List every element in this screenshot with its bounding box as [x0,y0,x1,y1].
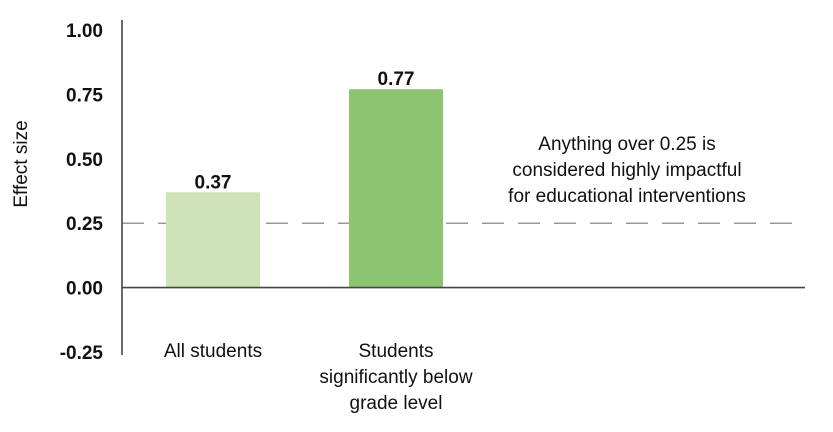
y-tick-label: -0.25 [60,343,104,364]
y-tick-label: 0.75 [66,85,103,106]
y-axis-label: Effect size [11,120,32,207]
bar [166,192,260,288]
category-label: All students [164,341,262,362]
category-labels: All students Students significantly below g… [164,341,473,414]
value-label: 0.77 [378,69,415,90]
axes [121,20,805,355]
bars [166,89,443,288]
y-axis-ticks: -0.25 0.00 0.25 0.50 0.75 1.00 [60,21,104,364]
value-label: 0.37 [195,172,232,193]
annotation-text: Anything over 0.25 is considered highly i… [508,134,746,207]
y-tick-label: 0.00 [66,279,103,300]
category-label: Students significantly below grade level [319,341,472,414]
bar [349,89,443,288]
y-tick-label: 1.00 [66,21,103,42]
y-tick-label: 0.25 [66,214,103,235]
value-labels: 0.37 0.77 [195,69,415,193]
y-tick-label: 0.50 [66,150,103,171]
